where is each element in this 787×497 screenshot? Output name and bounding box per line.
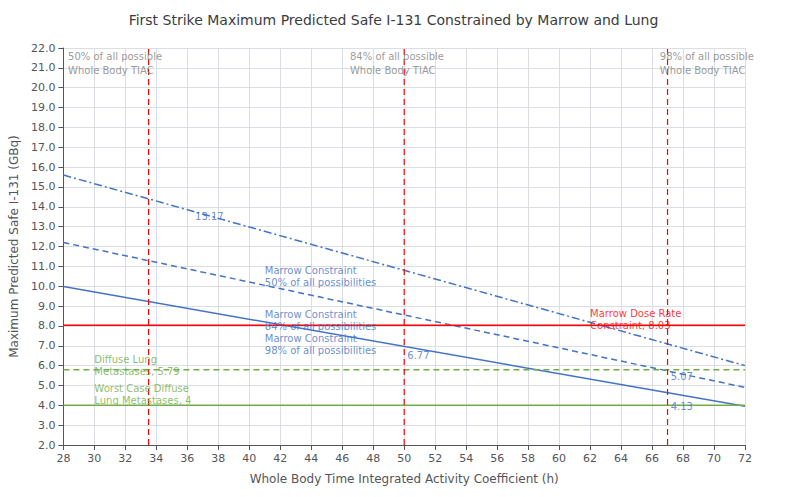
svg-text:98% of all possibilities: 98% of all possibilities [265, 345, 377, 356]
svg-text:16.0: 16.0 [31, 161, 56, 174]
svg-text:50% of all possible: 50% of all possible [68, 51, 162, 62]
svg-text:Diffuse Lung: Diffuse Lung [94, 354, 157, 365]
svg-text:12.0: 12.0 [31, 240, 56, 253]
svg-text:68: 68 [676, 452, 690, 465]
svg-text:Worst Case Diffuse: Worst Case Diffuse [94, 383, 189, 394]
svg-text:72: 72 [738, 452, 752, 465]
svg-text:2.0: 2.0 [38, 439, 56, 452]
svg-text:28: 28 [56, 452, 70, 465]
svg-text:70: 70 [707, 452, 721, 465]
svg-text:Whole Body Time Integrated Act: Whole Body Time Integrated Activity Coef… [250, 472, 559, 486]
svg-text:6.0: 6.0 [38, 359, 56, 372]
svg-text:Marrow Constraint: Marrow Constraint [265, 333, 357, 344]
svg-text:Marrow Dose Rate: Marrow Dose Rate [590, 308, 681, 319]
svg-text:58: 58 [521, 452, 535, 465]
svg-text:38: 38 [211, 452, 225, 465]
svg-text:Marrow Constraint: Marrow Constraint [265, 309, 357, 320]
svg-text:Maximum Predicted Safe I-131 (: Maximum Predicted Safe I-131 (GBq) [7, 135, 21, 358]
svg-text:Metastases, 5.79: Metastases, 5.79 [94, 366, 179, 377]
svg-text:Whole Body TIAC: Whole Body TIAC [660, 65, 746, 76]
svg-text:18.0: 18.0 [31, 121, 56, 134]
svg-text:46: 46 [335, 452, 349, 465]
svg-text:84% of all possibilities: 84% of all possibilities [265, 321, 377, 332]
svg-text:Lung Metastases, 4: Lung Metastases, 4 [94, 395, 191, 406]
svg-text:62: 62 [583, 452, 597, 465]
svg-text:32: 32 [118, 452, 132, 465]
svg-text:42: 42 [273, 452, 287, 465]
svg-text:48: 48 [366, 452, 380, 465]
svg-text:22.0: 22.0 [31, 42, 56, 55]
svg-text:56: 56 [490, 452, 504, 465]
svg-text:52: 52 [428, 452, 442, 465]
svg-text:50% of all possibilities: 50% of all possibilities [265, 277, 377, 288]
svg-text:17.0: 17.0 [31, 141, 56, 154]
svg-text:34: 34 [149, 452, 163, 465]
svg-text:40: 40 [242, 452, 256, 465]
svg-text:Whole Body TIAC: Whole Body TIAC [350, 65, 436, 76]
svg-text:30: 30 [87, 452, 101, 465]
svg-text:13.0: 13.0 [31, 220, 56, 233]
svg-text:5.0: 5.0 [38, 379, 56, 392]
svg-text:3.0: 3.0 [38, 419, 56, 432]
svg-text:60: 60 [552, 452, 566, 465]
svg-text:8.0: 8.0 [38, 319, 56, 332]
svg-text:First Strike Maximum Predicted: First Strike Maximum Predicted Safe I-13… [129, 12, 659, 28]
svg-text:98% of all possible: 98% of all possible [660, 51, 754, 62]
svg-text:19.0: 19.0 [31, 101, 56, 114]
svg-text:Constraint, 8.03: Constraint, 8.03 [590, 320, 670, 331]
svg-text:Whole Body TIAC: Whole Body TIAC [68, 65, 154, 76]
svg-text:44: 44 [304, 452, 318, 465]
svg-text:14.0: 14.0 [31, 200, 56, 213]
svg-text:9.0: 9.0 [38, 300, 56, 313]
svg-text:84% of all possible: 84% of all possible [350, 51, 444, 62]
svg-text:4.13: 4.13 [671, 401, 693, 412]
svg-text:66: 66 [645, 452, 659, 465]
svg-text:50: 50 [397, 452, 411, 465]
svg-text:5.07: 5.07 [671, 371, 693, 382]
svg-text:11.0: 11.0 [31, 260, 56, 273]
svg-text:54: 54 [459, 452, 473, 465]
svg-text:4.0: 4.0 [38, 399, 56, 412]
svg-text:15.0: 15.0 [31, 180, 56, 193]
svg-text:20.0: 20.0 [31, 81, 56, 94]
svg-text:Marrow Constraint: Marrow Constraint [265, 265, 357, 276]
svg-text:6.77: 6.77 [407, 350, 429, 361]
svg-text:64: 64 [614, 452, 628, 465]
svg-text:13.17: 13.17 [195, 211, 224, 222]
svg-text:21.0: 21.0 [31, 61, 56, 74]
svg-text:7.0: 7.0 [38, 339, 56, 352]
svg-text:10.0: 10.0 [31, 280, 56, 293]
svg-text:36: 36 [180, 452, 194, 465]
